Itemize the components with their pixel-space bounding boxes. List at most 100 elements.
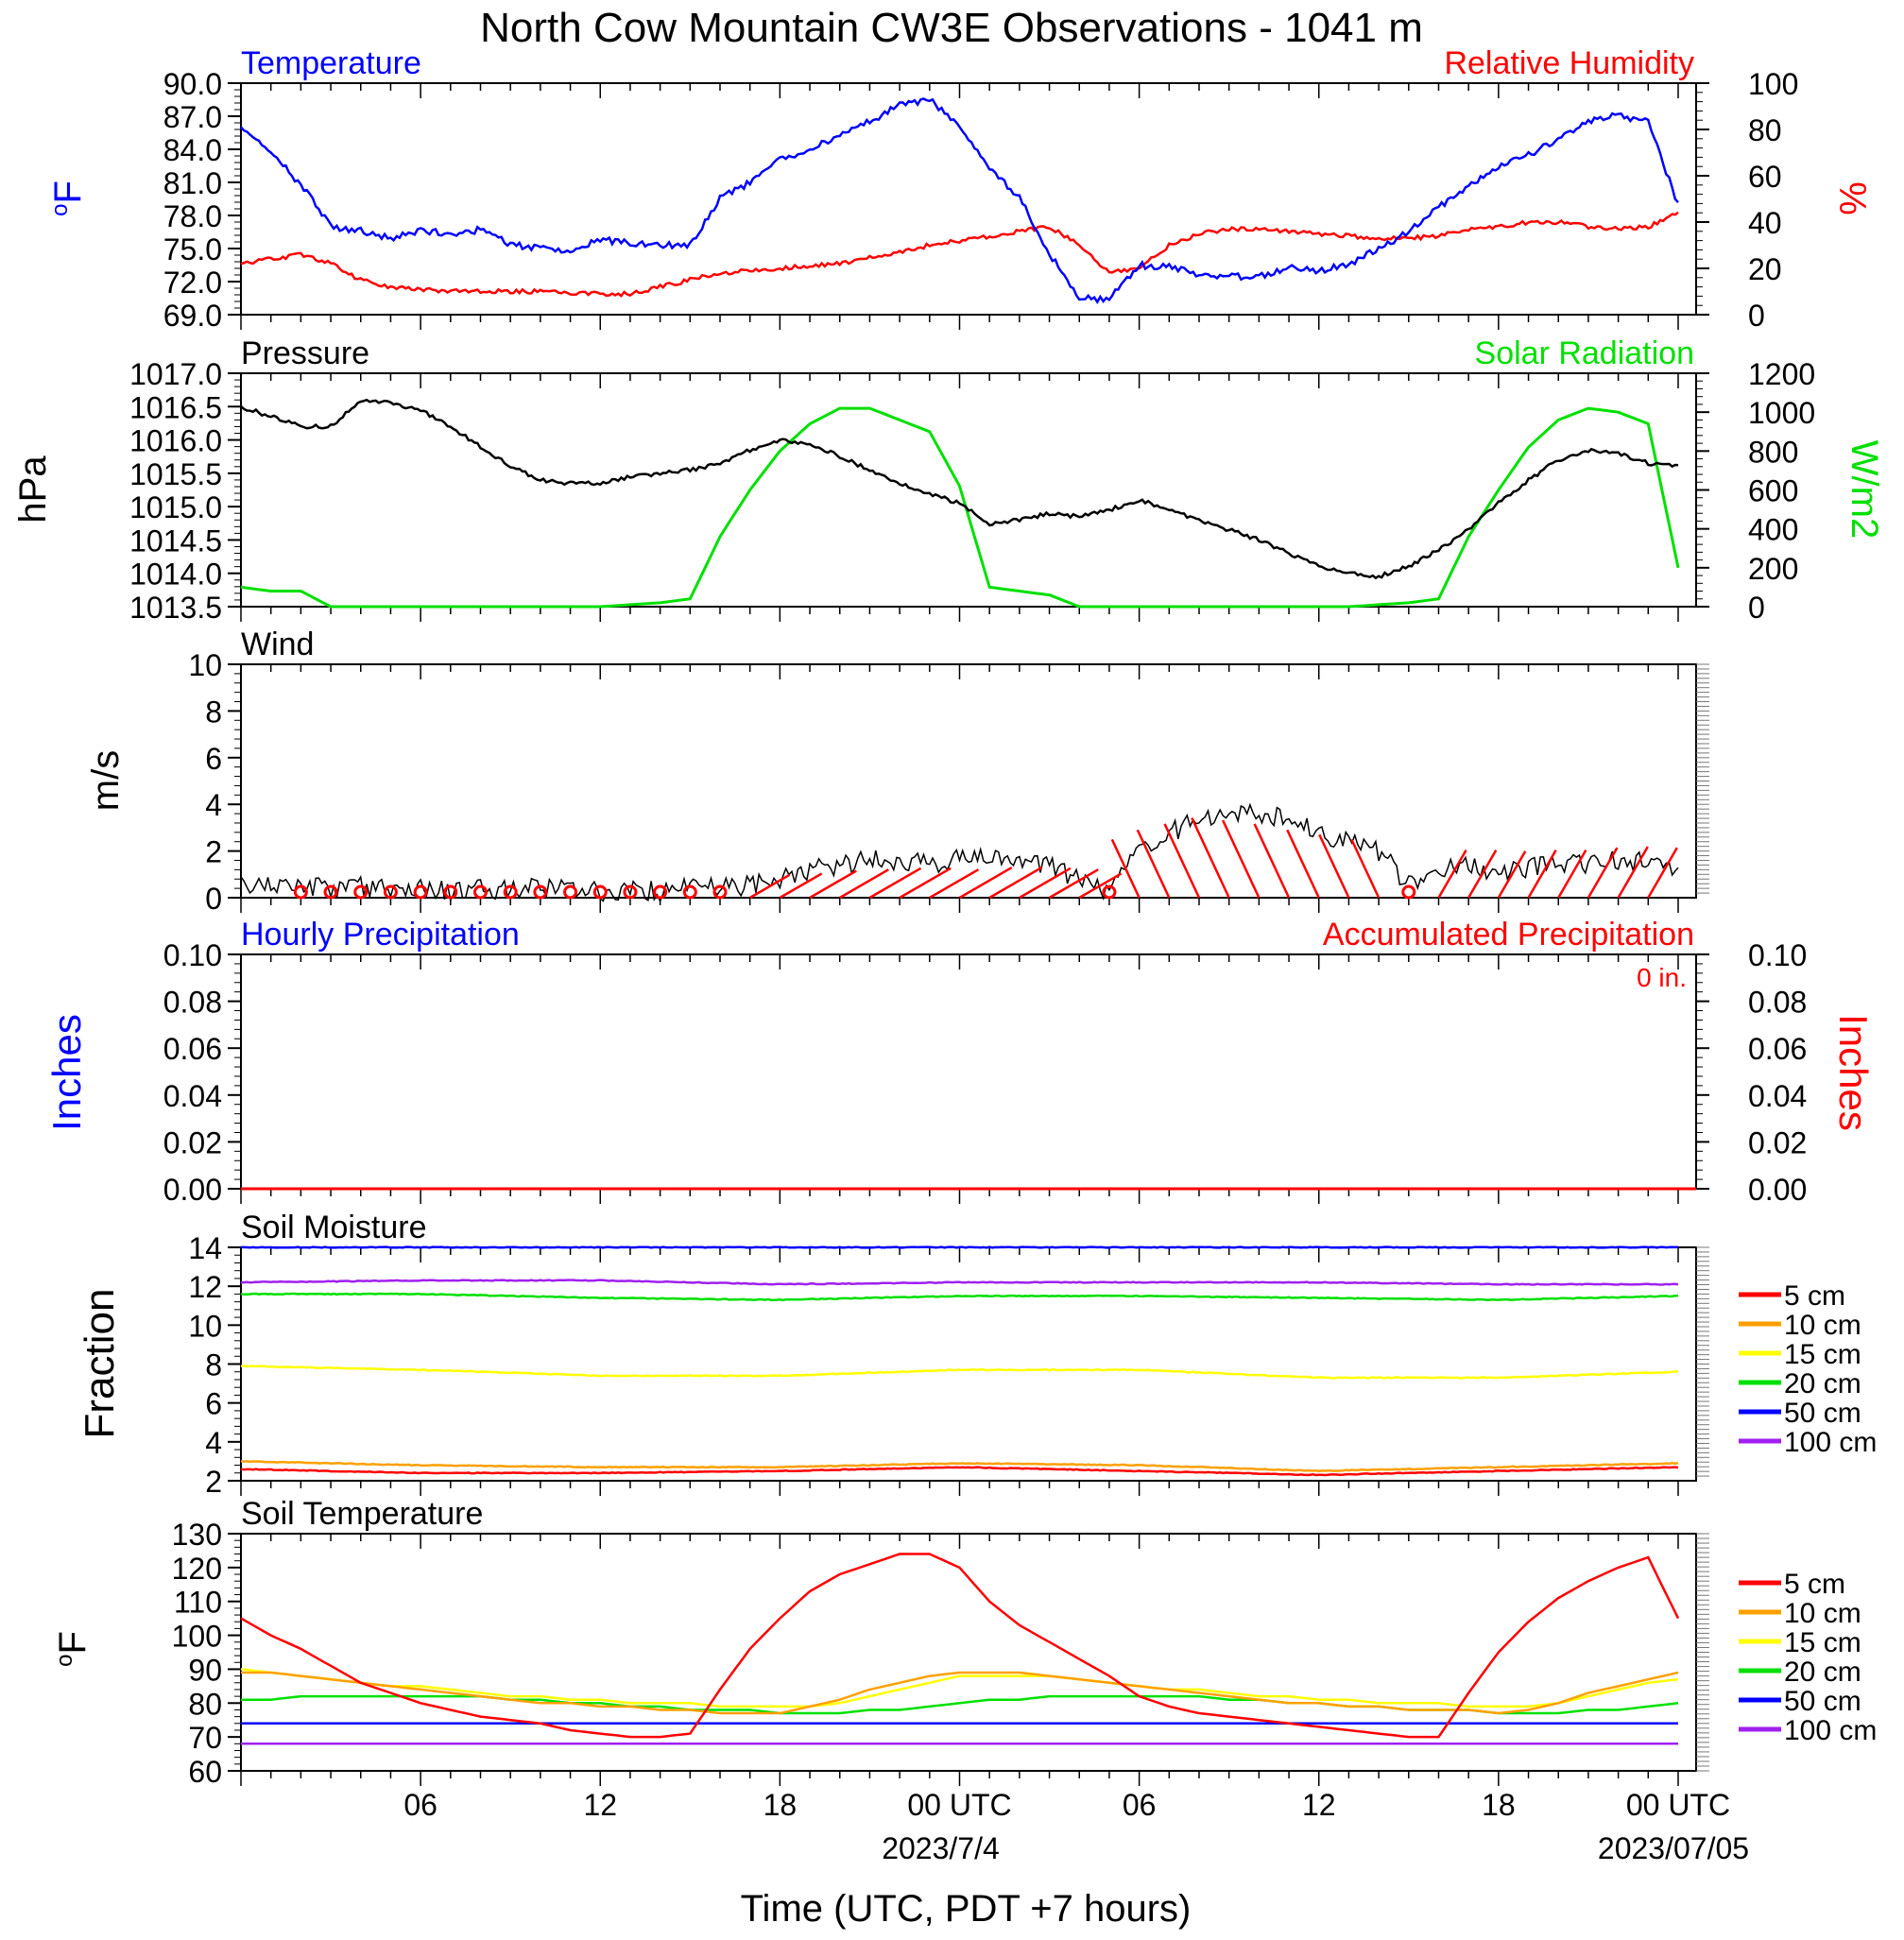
wind-barb xyxy=(1497,850,1527,899)
wind-barb xyxy=(1437,849,1467,899)
y-tick-label: 8 xyxy=(205,695,222,729)
y-tick-label: 200 xyxy=(1748,552,1798,586)
y-axis-label-right: W/m2 xyxy=(1844,440,1885,539)
y-tick-label: 69.0 xyxy=(163,299,222,333)
panel-title-right: Accumulated Precipitation xyxy=(1323,917,1694,953)
calm-wind-circle xyxy=(1102,884,1117,900)
pressure-line xyxy=(240,398,1679,580)
y-tick-label: 1014.5 xyxy=(129,524,222,558)
x-tick-label: 00 UTC xyxy=(907,1788,1011,1822)
calm-wind-circle xyxy=(592,884,608,900)
y-tick-label: 0.02 xyxy=(163,1125,222,1159)
panel-title-right: Relative Humidity xyxy=(1444,45,1694,81)
wind-barb xyxy=(929,868,980,900)
y-axis-label-left: Inches xyxy=(44,1014,89,1131)
calm-wind-circle xyxy=(443,884,458,900)
unit-letter: F xyxy=(47,180,89,203)
wind-barb xyxy=(1350,838,1381,899)
y-tick-label: 100 xyxy=(1748,67,1798,101)
degree-glyph: o xyxy=(52,1655,77,1667)
wind-barb xyxy=(1286,829,1320,899)
y-tick-label: 6 xyxy=(205,742,222,776)
y-tick-label: 600 xyxy=(1748,474,1798,508)
y-tick-label: 0.06 xyxy=(1748,1032,1807,1066)
wind-barb xyxy=(1467,849,1498,899)
y-tick-label: 0.04 xyxy=(1748,1079,1807,1113)
legend-label: 5 cm xyxy=(1784,1280,1845,1312)
legend-label: 20 cm xyxy=(1784,1657,1861,1688)
wind-barb xyxy=(1253,823,1291,899)
y-tick-label: 0.08 xyxy=(163,986,222,1020)
legend-label: 15 cm xyxy=(1784,1339,1861,1370)
y-tick-label: 110 xyxy=(174,1586,222,1620)
x-tick-label: 06 xyxy=(403,1788,437,1822)
unit-letter: F xyxy=(52,1631,94,1654)
y-tick-label: 400 xyxy=(1748,513,1798,547)
y-axis-label-left: oF xyxy=(52,1631,94,1667)
precipitation-panel: 0.10 0.08 0.06 0.04 0.02 0.00 0.10 0.08 0.06 0.04… xyxy=(44,917,1876,1207)
wind-barb xyxy=(1110,838,1141,899)
x-axis-label: Time (UTC, PDT +7 hours) xyxy=(741,1888,1192,1930)
calm-wind-circle xyxy=(413,884,428,900)
y-tick-label: 1017.0 xyxy=(129,357,222,391)
x-tick-label: 18 xyxy=(763,1788,798,1822)
soil-moisture-line xyxy=(240,1365,1679,1380)
calm-wind-circle xyxy=(323,884,338,900)
legend-label: 20 cm xyxy=(1784,1368,1861,1399)
y-axis-label-left: m/s xyxy=(85,750,127,811)
soil-moisture-line xyxy=(241,1245,1679,1249)
y-tick-label: 0 xyxy=(1748,591,1765,625)
y-axis-label-left: hPa xyxy=(12,455,54,524)
temperature-line xyxy=(240,97,1679,305)
accumulated-total-label: 0 in. xyxy=(1637,963,1687,992)
wind-barb xyxy=(779,872,823,900)
wind-barb xyxy=(868,867,922,900)
y-tick-label: 0 xyxy=(205,882,222,916)
wind-barb xyxy=(1527,849,1557,899)
y-axis-label-right: % xyxy=(1831,181,1873,215)
y-tick-label: 2 xyxy=(205,835,222,869)
legend-label: 10 cm xyxy=(1784,1598,1861,1629)
panel-title-left: Soil Temperature xyxy=(241,1496,483,1532)
y-tick-label: 1015.5 xyxy=(129,457,222,491)
date-label: 2023/07/05 xyxy=(1598,1831,1749,1865)
y-tick-label: 0.00 xyxy=(1748,1173,1807,1207)
wind-barb xyxy=(1191,817,1230,899)
y-tick-label: 0 xyxy=(1748,299,1765,333)
panel-title-left: Soil Moisture xyxy=(241,1210,427,1245)
wind-barb xyxy=(1163,823,1201,899)
soil-moisture-line xyxy=(240,1292,1679,1302)
legend-label: 15 cm xyxy=(1784,1627,1861,1658)
plot-frame xyxy=(240,372,1697,608)
y-tick-label: 81.0 xyxy=(163,166,222,200)
y-tick-label: 1015.0 xyxy=(129,490,222,524)
soil-moisture-line xyxy=(240,1466,1679,1477)
calm-wind-circle xyxy=(293,884,308,900)
temperature-humidity-panel: 90.087.084.081.078.075.072.069.0 100 80 60 4… xyxy=(47,45,1873,333)
wind-line xyxy=(240,802,1679,903)
wind-barb xyxy=(899,867,952,900)
y-tick-label: 0.08 xyxy=(1748,986,1807,1020)
panel-title-left: Hourly Precipitation xyxy=(241,917,520,953)
y-tick-label: 120 xyxy=(172,1552,222,1586)
wind-panel: 10 8 6 4 2 0 Wind m/s xyxy=(85,627,1709,916)
y-tick-label: 10 xyxy=(188,1309,222,1343)
calm-wind-circle xyxy=(533,884,548,900)
y-tick-label: 4 xyxy=(205,788,222,822)
wind-barb xyxy=(1587,847,1619,899)
wind-barb xyxy=(1557,849,1587,899)
y-tick-label: 75.0 xyxy=(163,232,222,266)
y-tick-label: 1013.5 xyxy=(129,591,222,625)
soil-temperature-line xyxy=(241,1671,1679,1715)
y-tick-label: 72.0 xyxy=(163,266,222,300)
wind-barb xyxy=(809,869,857,900)
x-tick-label: 12 xyxy=(1302,1788,1336,1822)
panel-title-right: Solar Radiation xyxy=(1475,335,1694,371)
y-tick-label: 0.04 xyxy=(163,1079,222,1113)
chart-title: North Cow Mountain CW3E Observations - 1… xyxy=(480,5,1423,51)
y-tick-label: 2 xyxy=(205,1465,222,1499)
soil-temperature-line xyxy=(240,1553,1680,1739)
panel-title-left: Temperature xyxy=(241,45,421,81)
wind-barb xyxy=(1318,833,1350,899)
